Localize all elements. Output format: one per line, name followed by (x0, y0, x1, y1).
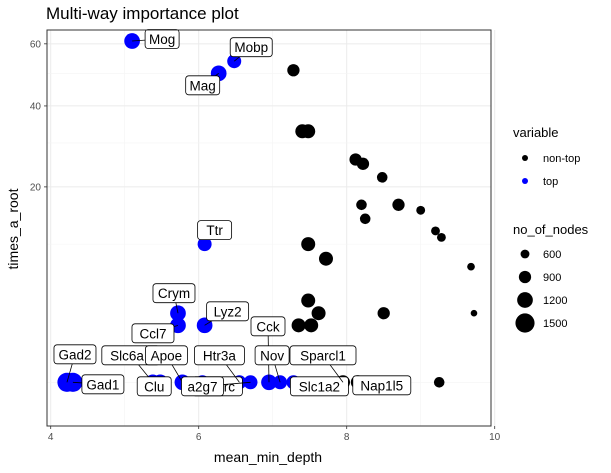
point (359, 213, 371, 225)
label-mobp: Mobp (229, 37, 273, 62)
label-gad1: Gad1 (72, 374, 125, 395)
svg-text:Gad1: Gad1 (86, 377, 119, 392)
legend-size-label: 600 (543, 249, 561, 261)
point (467, 262, 475, 271)
svg-text:Lyz2: Lyz2 (214, 304, 242, 319)
label-crym: Crym (152, 283, 196, 314)
point (301, 237, 316, 252)
svg-text:Mag: Mag (190, 78, 216, 93)
label-nov: Nov (254, 345, 290, 383)
svg-text:Ttr: Ttr (206, 223, 223, 238)
y-tick-label: 60 (30, 39, 42, 50)
legend-size-label: 900 (543, 272, 561, 284)
point (436, 232, 446, 242)
legend-color-title: variable (513, 125, 559, 140)
svg-text:Gad2: Gad2 (58, 347, 91, 362)
label-sparcl1: Sparcl1 (289, 345, 357, 383)
label-slc32a2g7: a2g7 (181, 376, 251, 397)
label-lyz2: Lyz2 (204, 301, 250, 326)
x-tick-label: 6 (196, 432, 202, 443)
x-tick-label: 8 (344, 432, 350, 443)
legend-size-title: no_of_nodes (513, 222, 589, 237)
svg-text:Nap1l5: Nap1l5 (360, 378, 403, 393)
point (392, 198, 405, 211)
label-ccl7: Ccl7 (131, 323, 179, 344)
svg-text:Crym: Crym (158, 286, 190, 301)
x-axis-title: mean_min_depth (214, 449, 322, 465)
legend-label-top: top (543, 176, 558, 188)
svg-text:Slc1a2: Slc1a2 (299, 379, 340, 394)
plot-panel-border (46, 29, 492, 427)
svg-text:a2g7: a2g7 (187, 379, 217, 394)
y-tick-label: 40 (30, 101, 42, 112)
svg-text:Mog: Mog (149, 32, 175, 47)
point (301, 293, 316, 308)
point (416, 205, 426, 215)
legend-size-swatch (515, 313, 535, 333)
point-labels: Mog Mobp Mag Ttr Crym Ccl7 Lyz2 Gad2 Gad1 Slc6a1 C… (53, 29, 412, 397)
legend-size-swatch (517, 292, 533, 308)
point (291, 318, 306, 333)
x-tick-label: 10 (489, 432, 501, 443)
point (431, 226, 440, 236)
legend-swatch-non-top (522, 155, 528, 161)
point (433, 377, 445, 388)
label-mag: Mag (185, 72, 221, 96)
x-tick-label: 4 (48, 432, 54, 443)
label-apoe: Apoe (145, 345, 188, 383)
label-clu: Clu (136, 376, 172, 397)
axis-ticks: 4 6 8 10 20 40 60 (30, 39, 501, 443)
legend: variable non-top top no_of_nodes 600 900 12… (513, 125, 589, 333)
point-ttr (197, 237, 212, 252)
legend-size-label: 1500 (543, 318, 567, 330)
point (470, 309, 478, 317)
point-mobp (227, 54, 242, 69)
label-ttr: Ttr (197, 220, 233, 241)
label-slc1a2: Slc1a2 (290, 376, 349, 397)
legend-size-swatch (520, 249, 530, 259)
svg-text:Cck: Cck (256, 319, 279, 334)
svg-text:Nov: Nov (260, 348, 284, 363)
point (318, 251, 333, 266)
point (356, 157, 370, 170)
point (304, 318, 319, 333)
legend-swatch-top (522, 178, 528, 184)
y-tick-label: 20 (30, 182, 42, 193)
point (301, 124, 316, 139)
y-axis-title: times_a_root (5, 188, 21, 269)
legend-label-non-top: non-top (543, 153, 580, 165)
label-gad2: Gad2 (53, 344, 97, 383)
point (377, 307, 390, 320)
svg-text:Mobp: Mobp (234, 40, 268, 55)
svg-text:Ccl7: Ccl7 (139, 326, 166, 341)
point (311, 306, 326, 321)
legend-size-label: 1200 (543, 295, 567, 307)
label-cck: Cck (250, 316, 286, 383)
point (356, 199, 367, 211)
point (376, 172, 388, 183)
legend-size-swatch (518, 270, 532, 284)
label-htr3a: Htr3a (193, 345, 245, 383)
label-nap1l5: Nap1l5 (352, 375, 412, 396)
svg-text:Sparcl1: Sparcl1 (300, 348, 346, 363)
point (287, 64, 300, 77)
chart-title: Multi-way importance plot (46, 4, 239, 23)
svg-text:Htr3a: Htr3a (203, 348, 237, 363)
svg-text:Apoe: Apoe (151, 348, 183, 363)
svg-text:Slc6a1: Slc6a1 (110, 348, 151, 363)
svg-text:Clu: Clu (144, 379, 164, 394)
label-mog: Mog (132, 29, 180, 49)
